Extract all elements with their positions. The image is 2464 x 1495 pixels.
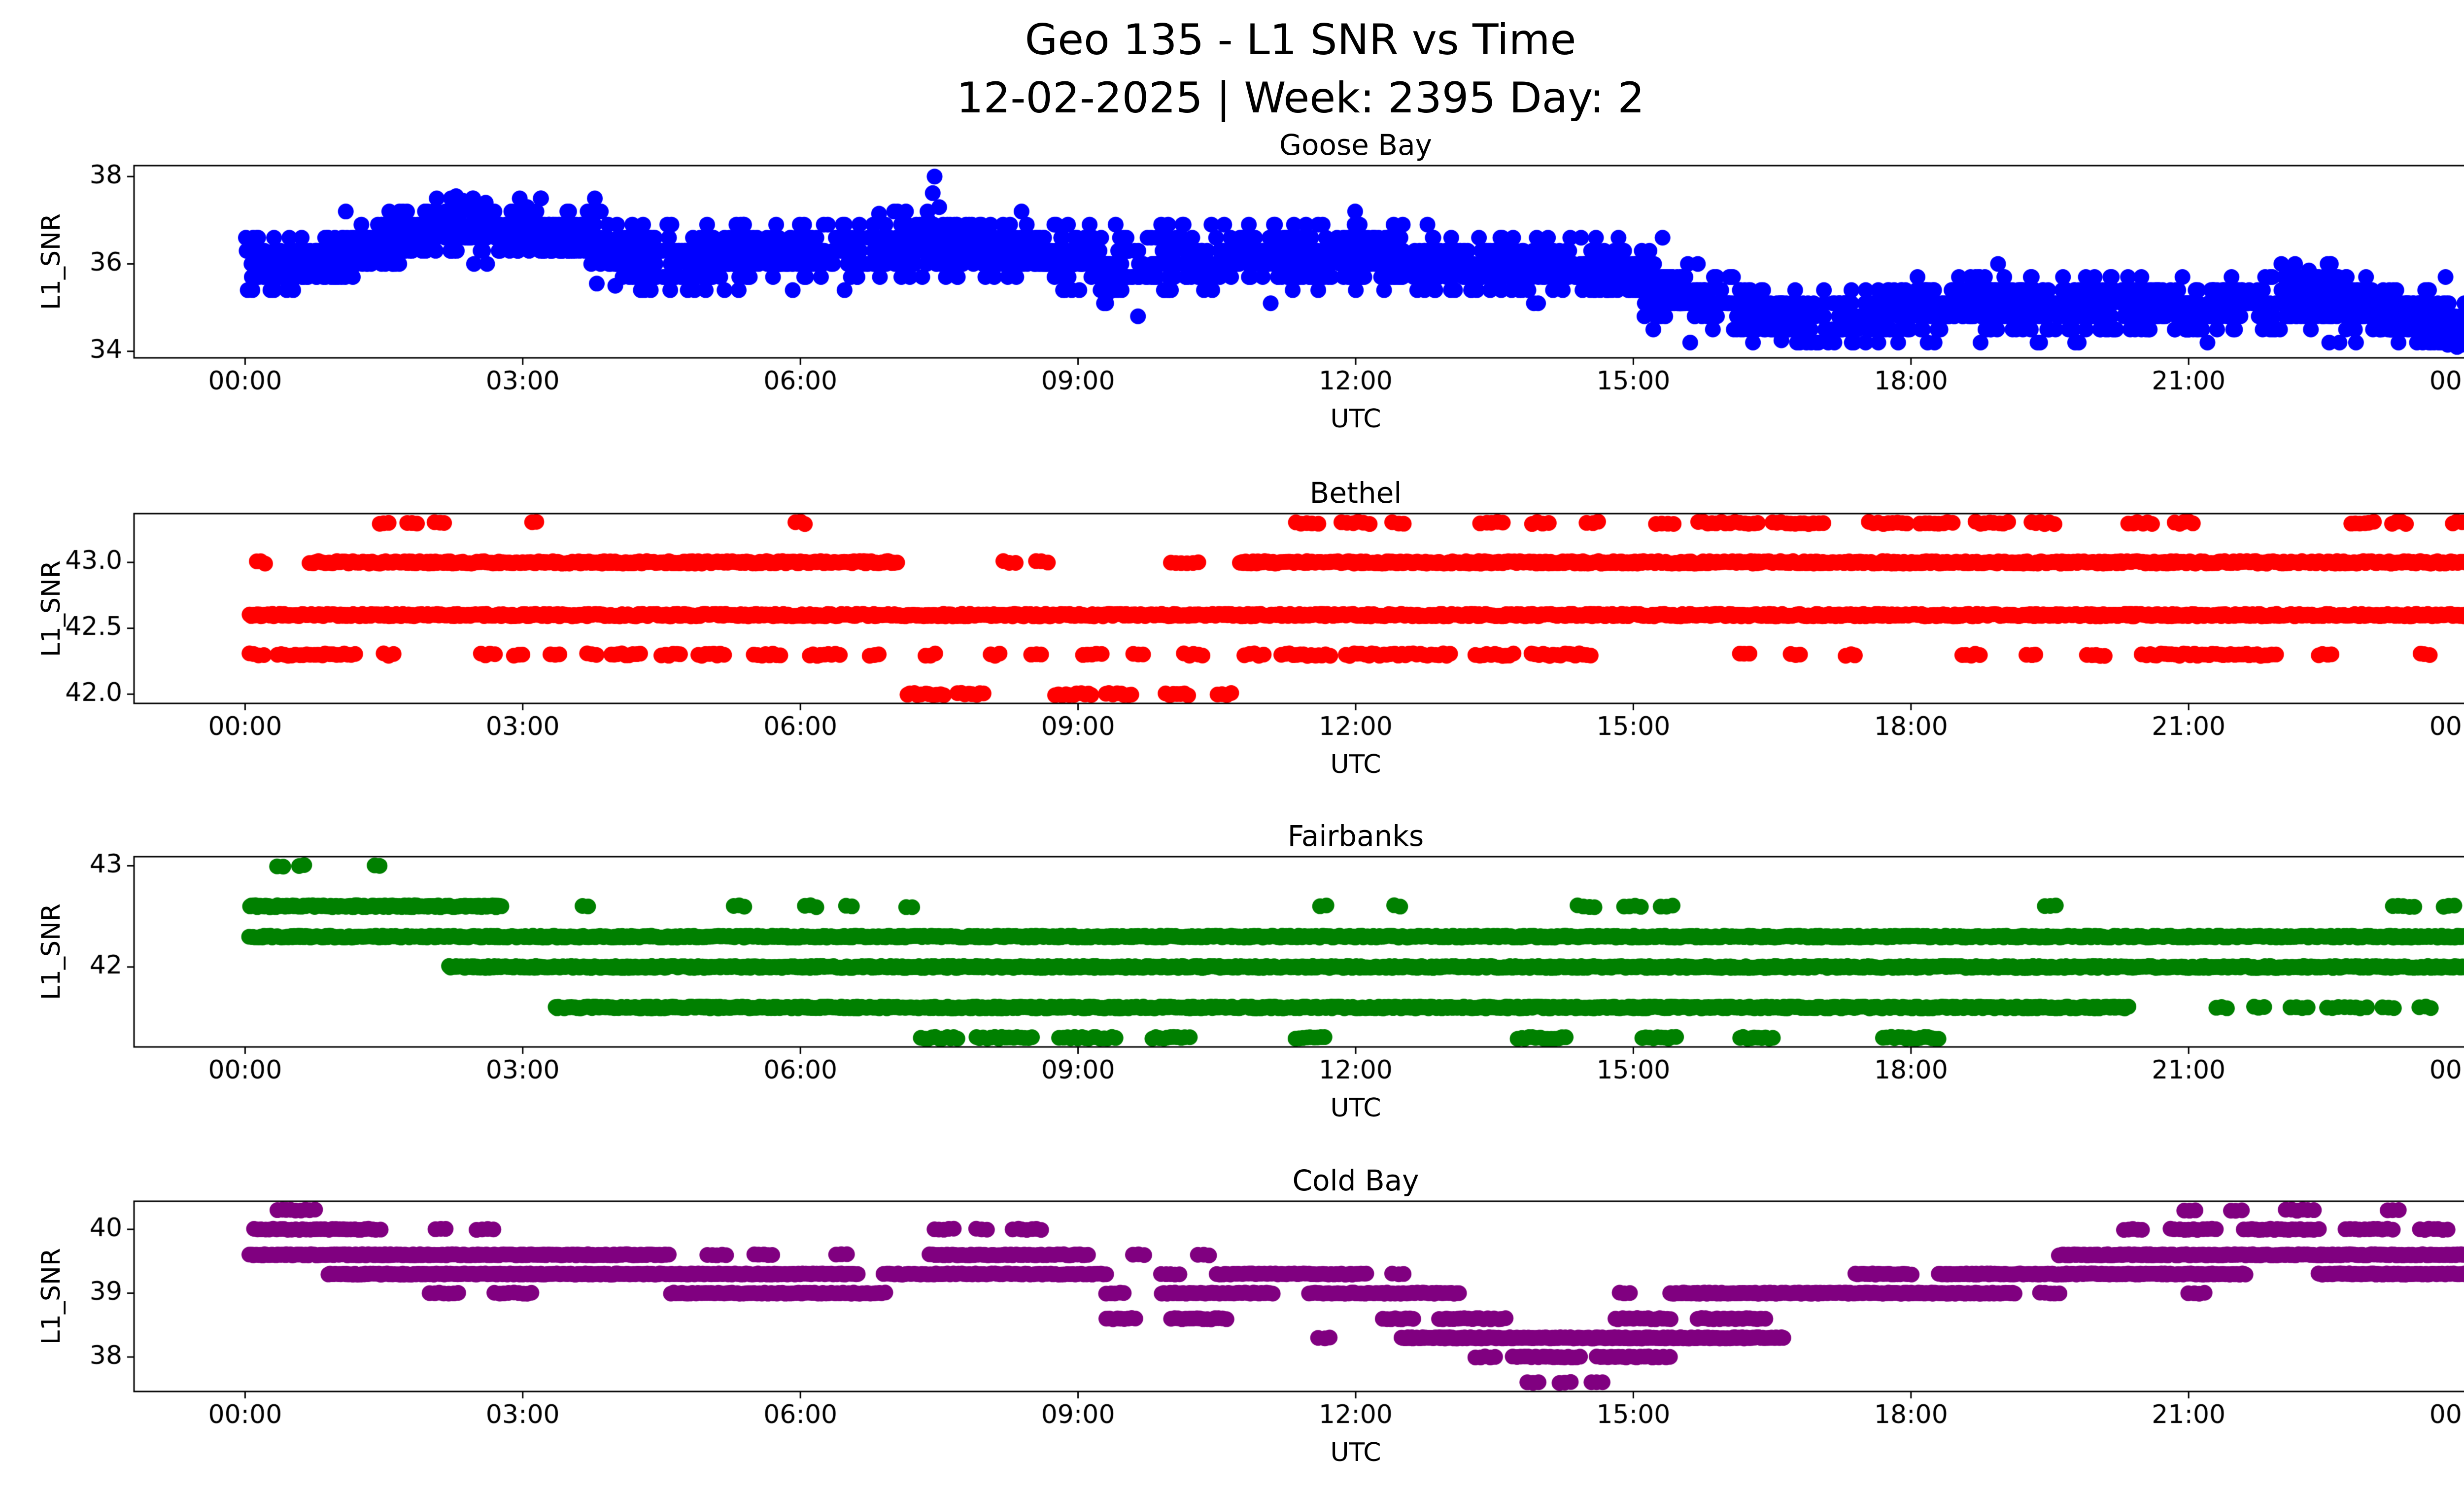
subplot-title-goose-bay: Goose Bay: [1279, 128, 1432, 162]
y-axis-label-goose-bay: L1_SNR: [36, 213, 66, 311]
x-axis-label-fairbanks: UTC: [1330, 1093, 1381, 1123]
figure-title: Geo 135 - L1 SNR vs Time 12-02-2025 | We…: [0, 11, 2464, 127]
y-axis-label-bethel: L1_SNR: [36, 560, 66, 657]
figure-title-line2: 12-02-2025 | Week: 2395 Day: 2: [956, 73, 1645, 123]
subplot-title-fairbanks: Fairbanks: [1287, 819, 1424, 853]
figure-title-line1: Geo 135 - L1 SNR vs Time: [1025, 15, 1576, 65]
y-axis-label-fairbanks: L1_SNR: [36, 903, 66, 1001]
x-axis-label-goose-bay: UTC: [1330, 404, 1381, 434]
y-axis-label-cold-bay: L1_SNR: [36, 1248, 66, 1345]
subplot-title-bethel: Bethel: [1309, 476, 1402, 510]
subplot-title-cold-bay: Cold Bay: [1292, 1164, 1419, 1197]
x-axis-label-cold-bay: UTC: [1330, 1438, 1381, 1467]
x-axis-label-bethel: UTC: [1330, 750, 1381, 779]
